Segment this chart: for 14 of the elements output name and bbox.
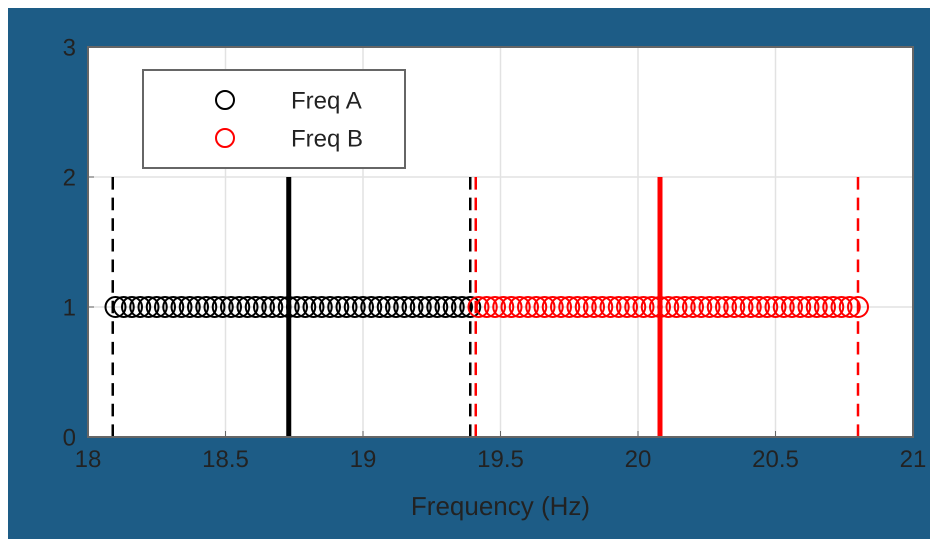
y-tick-label: 3: [62, 34, 76, 62]
y-tick-label: 2: [62, 164, 76, 192]
y-tick-label: 1: [62, 294, 76, 322]
x-tick-label: 18.5: [202, 446, 249, 473]
legend-label: Freq B: [291, 125, 364, 152]
x-tick-label: 19: [350, 446, 376, 473]
x-tick-label: 21: [900, 446, 926, 473]
x-tick-label: 20: [624, 446, 652, 473]
x-tick-label: 20.5: [752, 446, 799, 473]
y-tick-label: 0: [62, 424, 76, 452]
legend-label: Freq A: [291, 87, 362, 114]
x-tick-label: 19.5: [477, 446, 524, 473]
x-axis-title: Frequency (Hz): [410, 491, 590, 521]
x-tick-label: 18: [74, 446, 102, 473]
